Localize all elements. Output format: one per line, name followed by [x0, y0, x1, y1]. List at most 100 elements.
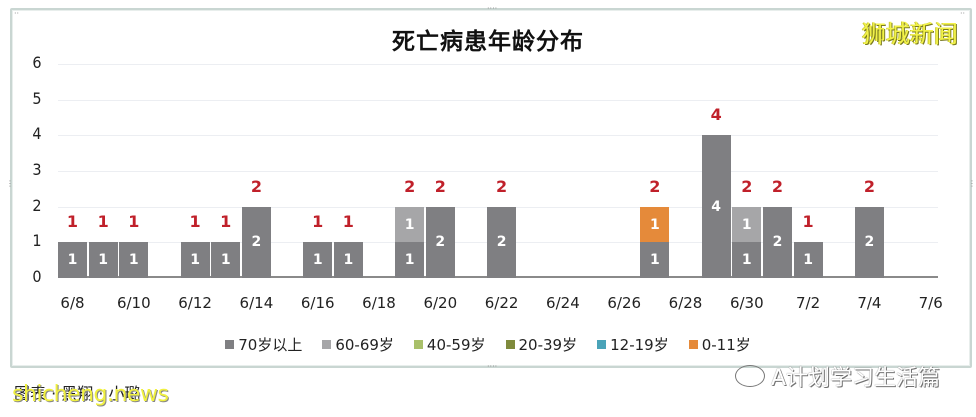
x-tick-label: 7/2 [796, 294, 821, 312]
bar-segment: 2 [762, 206, 792, 278]
total-label: 2 [649, 176, 661, 196]
y-tick-label: 3 [32, 160, 42, 179]
bar-6-12[interactable]: 1 [180, 242, 210, 278]
bar-segment: 2 [241, 206, 271, 278]
x-tick-label: 6/18 [362, 294, 396, 312]
total-label: 2 [741, 176, 753, 196]
bar-segment: 1 [640, 206, 670, 243]
x-tick-label: 6/10 [116, 294, 151, 312]
total-label: 2 [863, 176, 875, 196]
bar-segment: 1 [793, 242, 823, 278]
bar-segment: 1 [180, 242, 210, 278]
x-tick-label: 6/22 [484, 294, 519, 312]
total-label: 1 [66, 212, 79, 232]
legend-item[interactable]: 60-69岁 [322, 334, 394, 355]
bar-segment: 1 [58, 242, 87, 278]
legend-item[interactable]: 40-59岁 [413, 334, 486, 355]
resize-handle-right[interactable]: ⋮ [968, 179, 976, 188]
y-tick-label: 0 [32, 267, 42, 286]
bar-segment: 1 [211, 242, 241, 278]
legend-item[interactable]: 0-11岁 [688, 334, 751, 355]
legend-swatch-icon [688, 340, 698, 349]
x-tick-label: 6/28 [668, 294, 703, 312]
gridline [58, 135, 938, 137]
legend-label: 70岁以上 [238, 336, 303, 354]
x-tick-label: 6/8 [60, 294, 85, 312]
chart-caption: 图表 · 黑翔 · 小璐 [14, 384, 141, 403]
site-watermark: shicheng.news [12, 382, 169, 407]
bar-6-13[interactable]: 1 [211, 242, 241, 278]
legend-label: 60-69岁 [335, 336, 394, 354]
chart-frame: ·· ···· ·· ⋮ ⋮ ···· [6, 4, 976, 371]
total-label: 1 [802, 212, 814, 232]
bar-6-29[interactable]: 4 [701, 135, 731, 278]
total-label: 4 [710, 105, 722, 125]
legend-swatch-icon [322, 340, 332, 349]
x-tick-label: 6/14 [239, 294, 274, 312]
legend-item[interactable]: 70岁以上 [225, 334, 302, 355]
bar-7-4[interactable]: 2 [854, 206, 884, 278]
brand-watermark: 狮城新闻 [862, 20, 958, 48]
footer-watermark-text: A计划学习生活篇 [771, 366, 941, 391]
bar-segment: 1 [640, 242, 670, 278]
resize-handle-top-left[interactable]: ·· [14, 9, 20, 18]
bar-6-9[interactable]: 1 [88, 242, 118, 278]
x-tick-label: 6/20 [423, 294, 458, 312]
bar-6-17[interactable]: 1 [333, 242, 363, 278]
bar-6-14[interactable]: 2 [241, 206, 271, 278]
total-label: 1 [189, 212, 201, 232]
resize-handle-bottom[interactable]: ···· [487, 362, 498, 371]
total-label: 2 [434, 176, 446, 196]
legend-label: 12-19岁 [610, 336, 669, 354]
legend-item[interactable]: 12-19岁 [597, 334, 669, 355]
bar-segment: 1 [303, 242, 333, 278]
gridline [58, 64, 938, 65]
y-tick-label: 5 [32, 88, 42, 108]
bar-6-20[interactable]: 2 [425, 206, 455, 278]
gridline [58, 99, 938, 101]
bar-7-2[interactable]: 1 [793, 242, 823, 278]
legend-item[interactable]: 20-39岁 [505, 334, 577, 355]
wechat-icon [735, 365, 765, 387]
x-tick-label: 6/26 [607, 294, 642, 312]
bar-6-10[interactable]: 1 [119, 242, 149, 278]
total-label: 1 [97, 212, 109, 232]
x-tick-label: 6/12 [178, 294, 212, 312]
x-tick-label: 6/24 [546, 294, 580, 312]
legend-label: 40-59岁 [426, 336, 486, 354]
total-label: 2 [771, 176, 783, 196]
total-label: 1 [312, 212, 324, 232]
legend-swatch-icon [597, 340, 607, 349]
x-tick-label: 7/6 [918, 294, 943, 312]
total-label: 2 [404, 176, 416, 196]
bar-segment: 2 [854, 206, 884, 278]
bar-segment: 2 [425, 206, 455, 278]
y-tick-label: 4 [32, 124, 42, 144]
total-label: 1 [342, 212, 354, 232]
legend-label: 0-11岁 [701, 336, 751, 354]
y-tick-label: 6 [32, 53, 42, 72]
bar-segment: 1 [395, 242, 425, 278]
footer-watermark: A计划学习生活篇 [735, 360, 940, 392]
resize-handle-top[interactable]: ···· [487, 4, 498, 13]
y-tick-label: 1 [32, 231, 42, 251]
legend-swatch-icon [225, 340, 235, 349]
bar-segment: 1 [88, 242, 118, 278]
bar-segment: 1 [395, 206, 425, 243]
total-label: 2 [496, 176, 508, 196]
legend-swatch-icon [505, 340, 515, 349]
total-label: 1 [220, 212, 232, 232]
bar-segment: 1 [119, 242, 149, 278]
bar-segment: 2 [487, 206, 517, 278]
bar-6-22[interactable]: 2 [487, 206, 517, 278]
bar-segment: 4 [701, 135, 731, 278]
bar-7-1[interactable]: 2 [762, 206, 792, 278]
bar-6-16[interactable]: 1 [303, 242, 333, 278]
resize-handle-left[interactable]: ⋮ [6, 179, 14, 188]
resize-handle-top-right[interactable]: ·· [960, 9, 966, 18]
bar-6-8[interactable]: 1 [58, 242, 87, 278]
